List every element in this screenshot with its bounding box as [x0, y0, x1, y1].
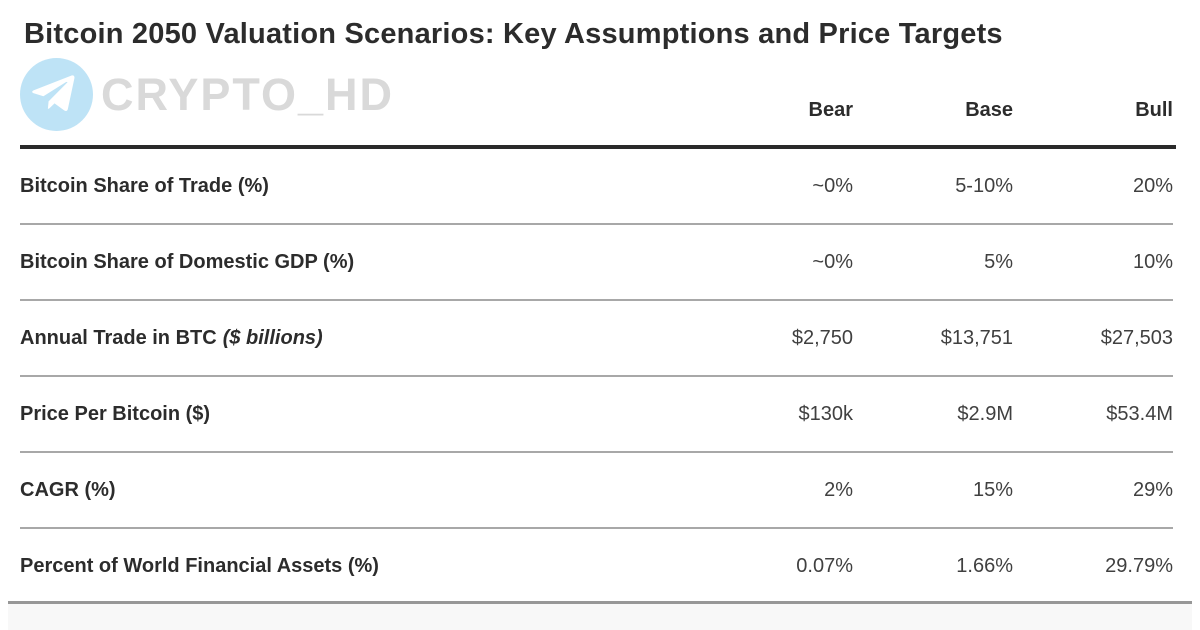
- cell-bull: 29.79%: [1105, 554, 1173, 577]
- cell-base: 5%: [984, 250, 1013, 273]
- cell-bull: 29%: [1132, 478, 1173, 501]
- cell-bear: ~0%: [812, 250, 853, 273]
- cell-base: $2.9M: [957, 402, 1013, 425]
- column-header-base: Base: [965, 98, 1013, 121]
- cell-base: 1.66%: [956, 554, 1013, 577]
- table-body: Bitcoin Share of Trade (%) ~0% 5-10% 20%…: [20, 149, 1173, 603]
- table-row: Annual Trade in BTC ($ billions) $2,750 $…: [20, 301, 1173, 377]
- header-divider-rule: [20, 145, 1176, 149]
- row-label: Price Per Bitcoin ($): [20, 402, 211, 425]
- cell-base: 15%: [972, 478, 1013, 501]
- cell-base: $13,751: [940, 326, 1013, 349]
- column-header-bear: Bear: [808, 98, 853, 121]
- column-header-row: Bear Base Bull: [20, 94, 1173, 126]
- cell-bull: 20%: [1132, 174, 1173, 197]
- cell-base: 5-10%: [955, 174, 1013, 197]
- row-label: Bitcoin Share of Domestic GDP (%): [20, 250, 355, 273]
- table-row: Bitcoin Share of Domestic GDP (%) ~0% 5%…: [20, 225, 1173, 301]
- row-label: Annual Trade in BTC ($ billions): [20, 326, 323, 349]
- table-row: Percent of World Financial Assets (%) 0.…: [20, 529, 1173, 603]
- cutoff-footer-band: [8, 601, 1192, 630]
- cell-bull: 10%: [1132, 250, 1173, 273]
- cell-bull: $27,503: [1100, 326, 1173, 349]
- column-header-bull: Bull: [1135, 98, 1173, 121]
- cell-bear: 2%: [824, 478, 853, 501]
- table-row: CAGR (%) 2% 15% 29%: [20, 453, 1173, 529]
- table-row: Price Per Bitcoin ($) $130k $2.9M $53.4M: [20, 377, 1173, 453]
- cell-bull: $53.4M: [1106, 402, 1173, 425]
- row-label: CAGR (%): [20, 478, 116, 501]
- table-row: Bitcoin Share of Trade (%) ~0% 5-10% 20%: [20, 149, 1173, 225]
- cell-bear: $130k: [798, 402, 854, 425]
- row-label: Percent of World Financial Assets (%): [20, 554, 379, 577]
- cell-bear: $2,750: [791, 326, 853, 349]
- cell-bear: ~0%: [812, 174, 853, 197]
- cell-bear: 0.07%: [796, 554, 853, 577]
- row-label: Bitcoin Share of Trade (%): [20, 174, 269, 197]
- page-title: Bitcoin 2050 Valuation Scenarios: Key As…: [24, 18, 1003, 50]
